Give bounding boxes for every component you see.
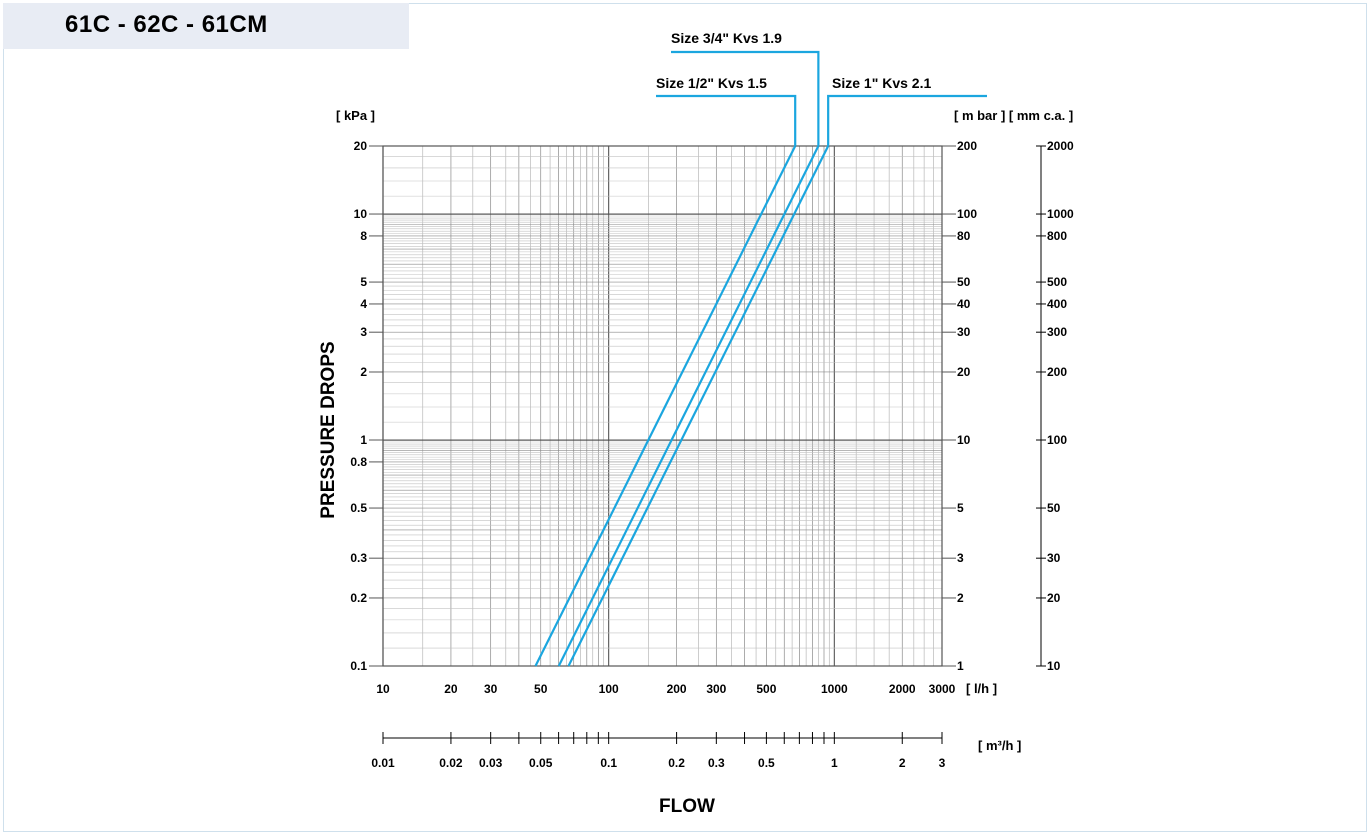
y2-unit-label: [ m bar ] [ mm c.a. ] [954, 108, 1073, 123]
y-tick-label: 5 [360, 275, 367, 289]
x2-tick-label: 0.02 [439, 756, 463, 770]
y2-tick-label: 30 [957, 325, 971, 339]
y-axis-title: PRESSURE DROPS [318, 341, 339, 518]
x-unit-label: [ l/h ] [966, 681, 997, 696]
x2-tick-label: 0.2 [668, 756, 685, 770]
y-tick-label: 0.5 [350, 501, 367, 515]
series-line [567, 145, 830, 667]
y2-tick-label: 200 [957, 139, 977, 153]
y-tick-label: 4 [360, 297, 367, 311]
chart-series: Size 1/2" Kvs 1.5 Size 3/4" Kvs 1.9 Size 1… [534, 30, 987, 667]
y2-tick-label: 5 [957, 501, 964, 515]
series-line [534, 145, 797, 667]
x2-tick-label: 2 [899, 756, 906, 770]
y3-tick-label: 400 [1047, 297, 1067, 311]
y2-tick-label: 10 [957, 433, 971, 447]
x2-tick-label: 0.03 [479, 756, 503, 770]
x-tick-label: 20 [444, 682, 458, 696]
y2-tick-label: 2 [957, 591, 964, 605]
y-tick-label: 20 [354, 139, 368, 153]
x-tick-label: 1000 [821, 682, 848, 696]
series-label: Size 1" Kvs 2.1 [832, 75, 931, 91]
y2-tick-label: 80 [957, 229, 971, 243]
x2-tick-label: 0.5 [758, 756, 775, 770]
y-tick-label: 0.3 [350, 551, 367, 565]
x2-tick-label: 0.01 [371, 756, 395, 770]
plot-border [382, 145, 943, 667]
y3-tick-label: 10 [1047, 659, 1061, 673]
x-tick-label: 2000 [889, 682, 916, 696]
y2-tick-label: 3 [957, 551, 964, 565]
x2-tick-label: 3 [939, 756, 946, 770]
y-tick-label: 1 [360, 433, 367, 447]
y2-tick-label: 100 [957, 207, 977, 221]
x2-tick-label: 0.05 [529, 756, 553, 770]
y2-tick-label: 1 [957, 659, 964, 673]
y-tick-label: 8 [360, 229, 367, 243]
x-tick-label: 30 [484, 682, 498, 696]
series-leader-line [656, 94, 797, 146]
y3-tick-label: 1000 [1047, 207, 1074, 221]
x-tick-label: 300 [706, 682, 726, 696]
y-tick-label: 3 [360, 325, 367, 339]
x2-unit-label: [ m³/h ] [978, 738, 1021, 753]
chart-axes: 0.1 0.2 0.3 0.5 0.8 1 2 3 4 5 8 10 20 1 2 3 5 10 20 30 40 50 8… [350, 139, 1074, 770]
chart-frame [3, 3, 1367, 832]
x-tick-label: 500 [756, 682, 776, 696]
x2-tick-label: 0.3 [708, 756, 725, 770]
series-line [557, 145, 820, 667]
y3-tick-label: 100 [1047, 433, 1067, 447]
series-label: Size 1/2" Kvs 1.5 [656, 75, 767, 91]
series-leader-line [827, 94, 987, 146]
x-tick-label: 10 [376, 682, 390, 696]
x-tick-label: 50 [534, 682, 548, 696]
y3-tick-label: 30 [1047, 551, 1061, 565]
y-tick-label: 0.1 [350, 659, 367, 673]
y3-tick-label: 20 [1047, 591, 1061, 605]
y2-tick-label: 40 [957, 297, 971, 311]
x-tick-label: 3000 [929, 682, 956, 696]
chart-grid [382, 145, 943, 667]
y3-tick-label: 200 [1047, 365, 1067, 379]
y-tick-label: 2 [360, 365, 367, 379]
y3-tick-label: 800 [1047, 229, 1067, 243]
page-title: 61C - 62C - 61CM [65, 11, 268, 38]
x2-tick-label: 0.1 [600, 756, 617, 770]
x-tick-label: 200 [667, 682, 687, 696]
y2-tick-label: 50 [957, 275, 971, 289]
y-tick-label: 0.8 [350, 455, 367, 469]
x-tick-label: 100 [599, 682, 619, 696]
x-axis-title: FLOW [659, 796, 715, 817]
series-label: Size 3/4" Kvs 1.9 [671, 30, 782, 46]
y3-tick-label: 50 [1047, 501, 1061, 515]
y-tick-label: 0.2 [350, 591, 367, 605]
y3-tick-label: 300 [1047, 325, 1067, 339]
y-tick-label: 10 [354, 207, 368, 221]
y-unit-label: [ kPa ] [336, 108, 375, 123]
y2-tick-label: 20 [957, 365, 971, 379]
y3-tick-label: 500 [1047, 275, 1067, 289]
series-leader-line [671, 50, 820, 146]
y3-tick-label: 2000 [1047, 139, 1074, 153]
x2-tick-label: 1 [831, 756, 838, 770]
title-banner: 61C - 62C - 61CM [3, 3, 409, 49]
